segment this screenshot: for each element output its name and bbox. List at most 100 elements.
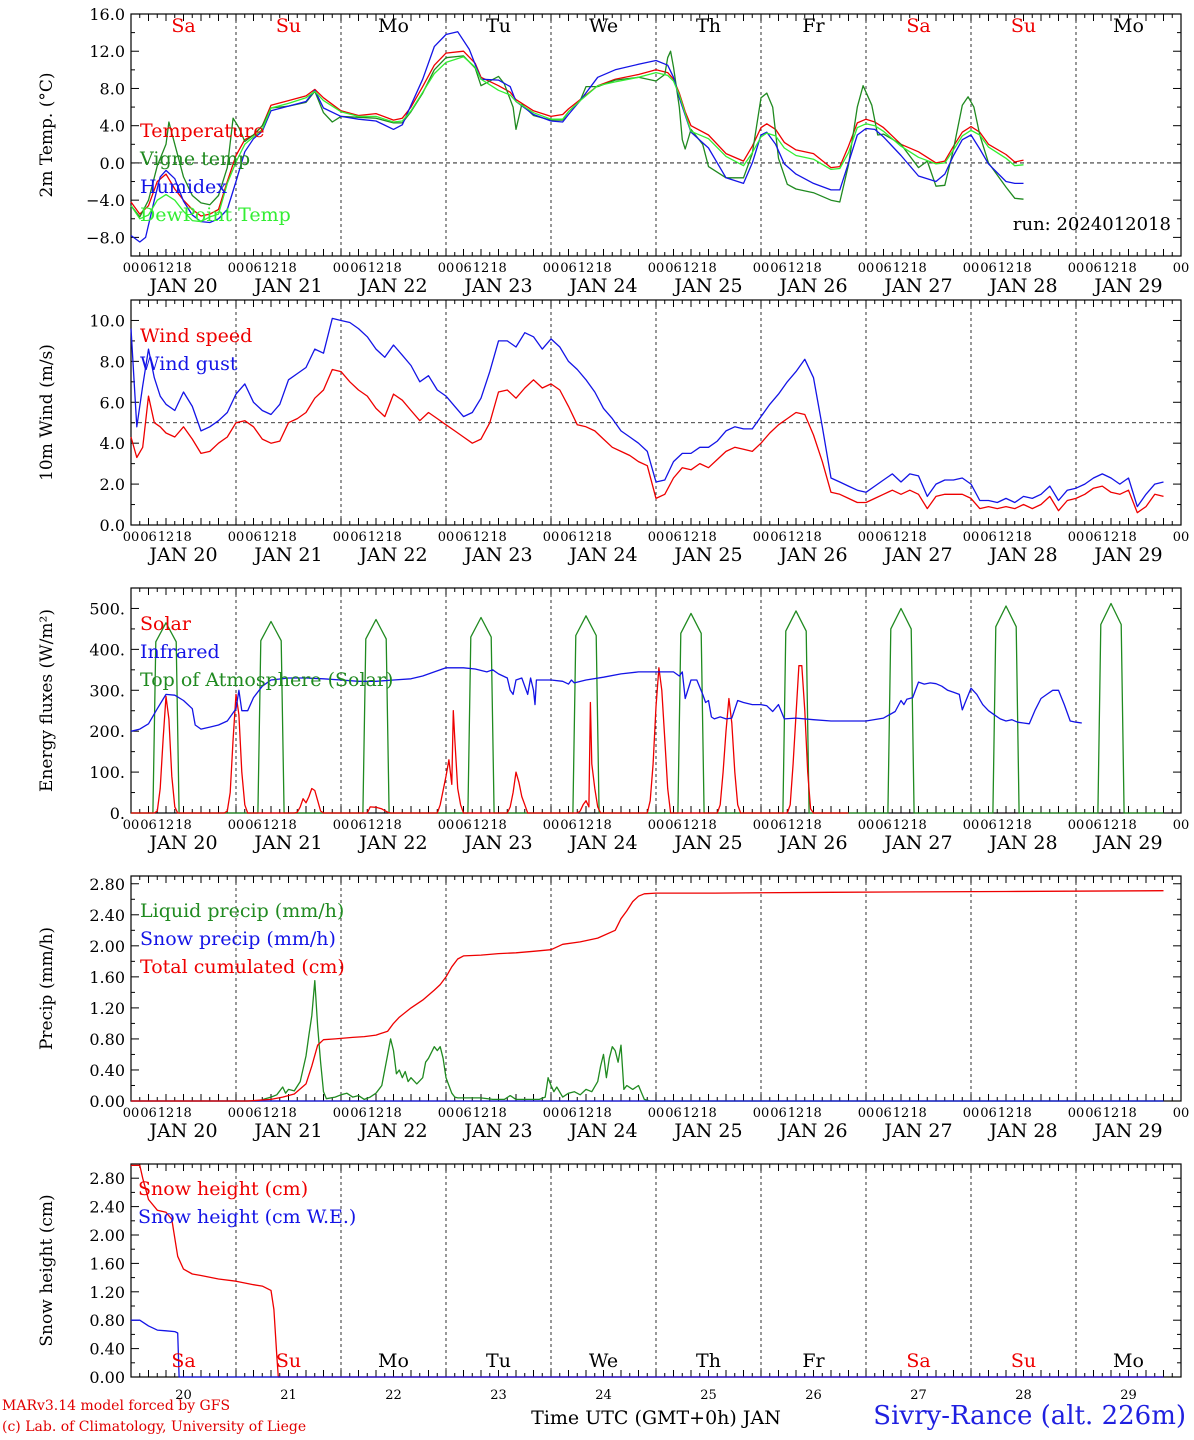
legend-entry: Snow height (cm W.E.): [138, 1206, 356, 1228]
y-tick-label: 1.60: [89, 1254, 125, 1273]
x-tick-label: 00: [228, 261, 245, 276]
y-tick-label: 0.0: [100, 154, 125, 173]
date-label: JAN 22: [357, 275, 427, 297]
x-tick-label: 18: [280, 818, 297, 833]
x-tick-label: 12: [893, 818, 910, 833]
date-label: JAN 23: [462, 832, 532, 854]
x-tick-label: 00: [1173, 530, 1190, 545]
weekday-label: Fr: [802, 1350, 825, 1372]
date-label: JAN 20: [147, 544, 217, 566]
x-tick-label: 00: [333, 818, 350, 833]
x-tick-label: 12: [473, 530, 490, 545]
x-tick-label: 06: [140, 261, 157, 276]
x-date-label: 29: [1120, 1388, 1137, 1403]
x-tick-label: 12: [368, 530, 385, 545]
x-tick-label: 18: [385, 1106, 402, 1121]
x-tick-label: 18: [1015, 261, 1032, 276]
x-tick-label: 00: [123, 530, 140, 545]
x-tick-label: 06: [980, 818, 997, 833]
y-tick-label: 10.0: [89, 311, 125, 330]
weekday-label: Mo: [378, 15, 409, 37]
x-tick-label: 18: [910, 818, 927, 833]
panel-1: −8.0 −4.0 0.0 4.0 8.0 12.0 16.0 2m Temp. (°C) Te…: [37, 5, 1189, 297]
date-label: JAN 25: [672, 832, 742, 854]
y-axis-label: Energy fluxes (W/m²): [37, 609, 57, 792]
x-tick-label: 18: [595, 1106, 612, 1121]
x-tick-label: 12: [998, 818, 1015, 833]
x-tick-label: 06: [665, 530, 682, 545]
y-tick-label: 0.: [110, 804, 125, 823]
series-line-vigne-temp: [130, 50, 1024, 218]
y-tick-label: 2.00: [89, 937, 125, 956]
x-tick-label: 00: [1173, 261, 1190, 276]
x-tick-label: 00: [1068, 530, 1085, 545]
x-tick-label: 06: [560, 261, 577, 276]
x-tick-label: 18: [1120, 818, 1137, 833]
y-tick-label: 6.0: [100, 393, 125, 412]
x-tick-label: 06: [770, 261, 787, 276]
x-tick-label: 06: [245, 261, 262, 276]
date-label: JAN 24: [567, 275, 637, 297]
x-tick-label: 18: [595, 261, 612, 276]
x-tick-label: 06: [980, 261, 997, 276]
x-tick-label: 18: [1120, 530, 1137, 545]
x-tick-label: 00: [228, 530, 245, 545]
x-tick-label: 06: [875, 261, 892, 276]
x-tick-label: 18: [1120, 261, 1137, 276]
x-tick-label: 00: [648, 818, 665, 833]
x-tick-label: 00: [753, 530, 770, 545]
x-tick-label: 00: [438, 530, 455, 545]
x-tick-label: 00: [543, 530, 560, 545]
model-credit-line-1: MARv3.14 model forced by GFS: [2, 1398, 231, 1414]
x-tick-label: 00: [753, 261, 770, 276]
panel-4: 0.00 0.40 0.80 1.20 1.60 2.00 2.40 2.80 Precip (…: [37, 875, 1189, 1142]
panel-2: 0.0 2.0 4.0 6.0 8.0 10.0 10m Wind (m/s) Wind sp…: [37, 299, 1190, 566]
x-tick-label: 12: [893, 1106, 910, 1121]
legend-entry: Infrared: [140, 641, 220, 663]
legend-entry: Snow precip (mm/h): [140, 928, 336, 950]
weekday-label: Sa: [171, 15, 195, 37]
weekday-label: Su: [276, 15, 301, 37]
x-tick-label: 18: [385, 261, 402, 276]
x-tick-label: 12: [368, 818, 385, 833]
y-tick-label: 1.20: [89, 1283, 125, 1302]
y-tick-label: 2.40: [89, 1198, 125, 1217]
legend-entry: Solar: [140, 613, 192, 635]
weekday-label: We: [589, 1350, 618, 1372]
y-tick-label: 1.60: [89, 968, 125, 987]
x-tick-label: 12: [998, 261, 1015, 276]
legend-entry: DewPoint Temp: [140, 204, 291, 226]
x-axis-label: Time UTC (GMT+0h) JAN: [531, 1407, 781, 1429]
x-tick-label: 12: [1103, 1106, 1120, 1121]
x-tick-label: 00: [543, 818, 560, 833]
x-tick-label: 12: [158, 818, 175, 833]
x-tick-label: 00: [753, 1106, 770, 1121]
x-tick-label: 00: [123, 1106, 140, 1121]
x-tick-label: 00: [438, 1106, 455, 1121]
series-line-total-cumulated-cm-: [131, 890, 1164, 1102]
x-tick-label: 12: [158, 261, 175, 276]
date-label: JAN 26: [777, 275, 847, 297]
y-axis-label: Precip (mm/h): [37, 927, 57, 1050]
y-tick-label: −8.0: [86, 228, 125, 247]
x-tick-label: 12: [578, 530, 595, 545]
x-tick-label: 00: [333, 530, 350, 545]
x-tick-label: 00: [438, 261, 455, 276]
y-tick-label: 2.80: [89, 1169, 125, 1188]
weekday-label: Sa: [171, 1350, 195, 1372]
x-tick-label: 18: [700, 530, 717, 545]
x-tick-label: 18: [1120, 1106, 1137, 1121]
y-tick-label: 12.0: [89, 42, 125, 61]
x-tick-label: 12: [893, 530, 910, 545]
series-line-top-of-atmosphere-solar-: [131, 602, 1164, 814]
x-tick-label: 18: [1015, 530, 1032, 545]
x-tick-label: 18: [175, 261, 192, 276]
y-tick-label: 0.0: [100, 516, 125, 535]
date-label: JAN 21: [252, 1120, 322, 1142]
y-tick-label: 2.0: [100, 475, 125, 494]
date-label: JAN 27: [882, 1120, 952, 1142]
y-tick-label: 16.0: [89, 5, 125, 24]
x-tick-label: 18: [385, 530, 402, 545]
x-tick-label: 12: [368, 261, 385, 276]
